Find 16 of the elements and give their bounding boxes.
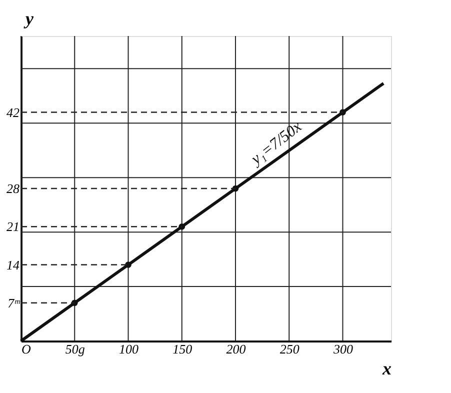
x-tick-label: O: [22, 342, 32, 356]
x-tick-label: 100: [118, 342, 139, 356]
x-axis-title: x: [382, 358, 392, 378]
x-tick-label: 50g: [65, 342, 86, 356]
y-tick-label: 14: [6, 257, 20, 272]
y-tick-label: 7ᵐ: [8, 295, 20, 310]
x-tick-label: 200: [226, 342, 246, 356]
y-tick-label: 28: [6, 181, 20, 196]
y-tick-label: 42: [6, 104, 20, 120]
y-tick-label: 21: [6, 219, 20, 234]
x-tick-label: 250: [280, 342, 300, 356]
point: [340, 109, 346, 116]
y-axis-title: y: [24, 8, 34, 28]
point: [178, 223, 186, 230]
x-tick-label: 150: [172, 342, 193, 356]
x-tick-label: 300: [332, 342, 354, 356]
